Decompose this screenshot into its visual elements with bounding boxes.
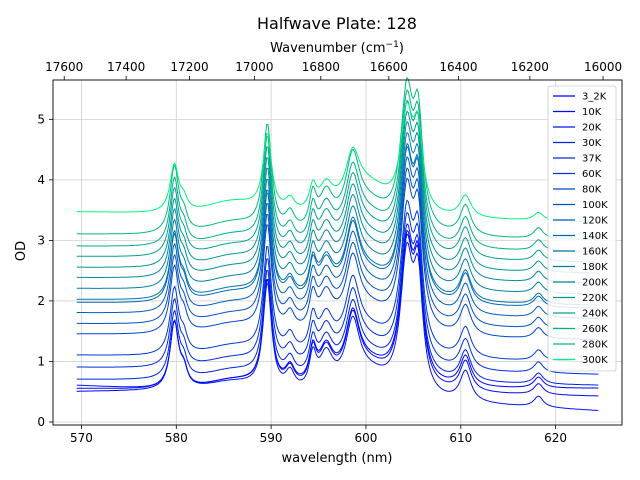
- legend-entry: 100K: [582, 200, 608, 211]
- legend-entry: 280K: [582, 340, 608, 351]
- x-axis-label: wavelength (nm): [282, 451, 393, 466]
- legend-entry: 140K: [582, 231, 608, 242]
- legend-entry: 3_2K: [582, 92, 607, 103]
- top-tick-label: 16400: [439, 60, 477, 74]
- series-line: [76, 145, 599, 309]
- series-line: [76, 199, 599, 363]
- x-tick-label: 580: [165, 431, 188, 445]
- legend-entry: 60K: [582, 169, 602, 180]
- legend-entry: 240K: [582, 309, 608, 320]
- series-line: [76, 99, 599, 263]
- top-tick-label: 17600: [45, 60, 83, 74]
- x-tick-label: 570: [70, 431, 93, 445]
- series-line: [76, 177, 599, 341]
- series-line: [76, 120, 599, 284]
- x-tick-label: 600: [354, 431, 377, 445]
- legend-entry: 20K: [582, 123, 602, 134]
- top-tick-label: 16200: [511, 60, 549, 74]
- y-tick-label: 4: [37, 173, 45, 187]
- y-tick-label: 5: [37, 112, 45, 126]
- series-line: [76, 142, 599, 306]
- legend-entry: 180K: [582, 262, 608, 273]
- top-axis-label-main: Wavenumber (cm: [270, 41, 385, 56]
- series-line: [76, 89, 599, 253]
- top-tick-label: 16800: [302, 60, 340, 74]
- top-axis-label-end: ): [399, 41, 404, 56]
- legend-entry: 37K: [582, 154, 602, 165]
- series-line: [76, 211, 599, 375]
- y-tick-label: 1: [37, 354, 45, 368]
- top-tick-label: 16600: [370, 60, 408, 74]
- x-tick-label: 590: [260, 431, 283, 445]
- top-axis-label-sup: −1: [386, 40, 399, 50]
- series-line: [76, 241, 599, 411]
- series-line: [76, 229, 599, 392]
- legend: 3_2K 10K 20K 30K 37K 60K 80K 100K 120K 140K 160K 18…: [547, 85, 617, 372]
- y-tick-label: 3: [37, 233, 45, 247]
- legend-entry: 80K: [582, 185, 602, 196]
- legend-entry: 30K: [582, 138, 602, 149]
- series-line: [76, 222, 599, 386]
- y-tick-label: 2: [37, 294, 45, 308]
- x-tick-label: 620: [544, 431, 567, 445]
- legend-entry: 200K: [582, 278, 608, 289]
- y-axis-label: OD: [14, 241, 29, 261]
- legend-entry: 10K: [582, 107, 602, 118]
- top-tick-label: 17200: [170, 60, 208, 74]
- series-line: [76, 131, 599, 295]
- data-lines: [76, 76, 599, 411]
- legend-entry: 160K: [582, 247, 608, 258]
- series-line: [76, 76, 599, 241]
- chart-title: Halfwave Plate: 128: [257, 14, 417, 33]
- legend-entry: 300K: [582, 355, 608, 366]
- top-axis-label: Wavenumber (cm−1): [270, 40, 404, 56]
- legend-entry: 260K: [582, 324, 608, 335]
- series-line: [76, 110, 599, 274]
- plot-frame: [52, 79, 623, 426]
- legend-entry: 220K: [582, 293, 608, 304]
- y-tick-label: 0: [37, 415, 45, 429]
- top-tick-label: 16000: [584, 60, 622, 74]
- series-line: [76, 156, 599, 319]
- top-tick-label: 17400: [107, 60, 145, 74]
- series-line: [76, 101, 599, 223]
- axis-ticks: 570 580 590 600 610 620 0 1 2 3 4 5 17600 17400 17200 1…: [37, 60, 622, 445]
- top-tick-label: 17000: [235, 60, 273, 74]
- legend-entry: 120K: [582, 216, 608, 227]
- x-tick-label: 610: [449, 431, 472, 445]
- legend-box: [547, 85, 617, 372]
- series-line: [76, 167, 599, 330]
